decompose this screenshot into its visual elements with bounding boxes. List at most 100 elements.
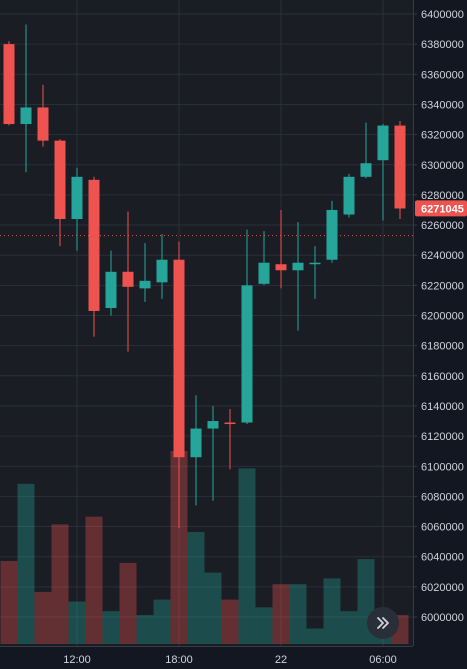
y-tick-label: 6400000 [421,9,464,21]
y-tick-label: 6120000 [421,431,464,443]
volume-bar [0,561,18,644]
y-tick-label: 6320000 [421,130,464,142]
volume-bar [323,578,341,644]
volume-bar [85,516,103,644]
candle-body [224,422,236,425]
candle[interactable] [275,209,287,289]
candle-body [275,264,287,271]
y-tick-label: 6040000 [421,552,464,564]
candle[interactable] [20,24,32,173]
candle-body [105,271,117,308]
y-tick-label: 6240000 [421,250,464,262]
candle-body [54,140,66,220]
scroll-to-realtime-button[interactable] [367,607,399,639]
y-tick-label: 6200000 [421,311,464,323]
y-tick-label: 6000000 [421,612,464,624]
volume-bar [238,468,256,644]
y-tick-label: 6260000 [421,220,464,232]
double-chevron-right-icon [377,617,389,629]
candle-body [20,107,32,125]
candle[interactable] [37,84,49,147]
y-tick-label: 6300000 [421,160,464,172]
volume-bar [119,562,137,644]
candle[interactable] [258,231,270,286]
candle-body [71,176,83,220]
volume-bar [187,532,205,644]
candle-body [241,285,253,423]
volume-bar [34,591,52,644]
y-tick-label: 6340000 [421,99,464,111]
volume-bar [221,599,239,644]
candle[interactable] [3,41,15,126]
candle-body [309,262,321,265]
volume-bar [102,611,120,644]
candle[interactable] [105,250,117,316]
volume-bar [68,601,86,644]
candle-body [292,262,304,271]
volume-bar [306,628,324,644]
candle[interactable] [173,241,185,529]
candle[interactable] [71,167,83,251]
candle[interactable] [292,222,304,331]
candle[interactable] [54,139,66,247]
volume-bar [153,599,171,644]
candle[interactable] [88,176,100,337]
candle-body [122,271,134,287]
volume-bar [255,607,273,644]
candle[interactable] [156,234,168,299]
candle-body [343,176,355,215]
candle[interactable] [241,229,253,425]
x-tick-label: 18:00 [165,654,193,666]
candle-body [360,163,372,177]
candle-body [139,280,151,289]
y-tick-label: 6180000 [421,341,464,353]
candle-body [207,421,219,429]
candle-body [377,125,389,161]
candle-body [326,209,338,260]
time-axis[interactable] [0,646,413,669]
y-tick-label: 6360000 [421,69,464,81]
candle[interactable] [360,122,372,179]
x-tick-label: 12:00 [63,654,91,666]
candle-body [190,428,202,458]
plot-area [0,0,413,646]
y-tick-label: 6380000 [421,39,464,51]
candle-body [37,107,49,141]
candle[interactable] [394,121,406,220]
volume-bar [51,524,69,644]
volume-bar [340,611,358,644]
candle[interactable] [190,395,202,506]
candle[interactable] [122,211,134,352]
candle[interactable] [207,405,219,501]
volume-bar [170,451,188,644]
candle[interactable] [343,173,355,218]
candle-body [173,259,185,458]
candle[interactable] [326,200,338,263]
candle[interactable] [139,243,151,302]
candle-body [3,44,15,125]
candle[interactable] [377,124,389,221]
y-tick-label: 6060000 [421,522,464,534]
x-tick-label: 06:00 [369,654,397,666]
candle-body [258,262,270,284]
volume-bar [289,584,307,644]
y-tick-label: 6160000 [421,371,464,383]
y-tick-label: 6020000 [421,582,464,594]
x-tick-label: 22 [275,654,287,666]
y-tick-label: 6080000 [421,491,464,503]
candle[interactable] [224,408,236,470]
y-tick-label: 6280000 [421,190,464,202]
candle-body [88,179,100,311]
volume-bar [17,483,35,644]
y-tick-label: 6220000 [421,280,464,292]
candle[interactable] [309,246,321,299]
y-tick-label: 6140000 [421,401,464,413]
y-tick-label: 6100000 [421,461,464,473]
volume-bar [136,615,154,644]
price-axis[interactable] [413,0,467,669]
volume-bar [272,584,290,644]
volume-bar [204,572,222,644]
candle-body [394,125,406,209]
candle-body [156,259,168,283]
